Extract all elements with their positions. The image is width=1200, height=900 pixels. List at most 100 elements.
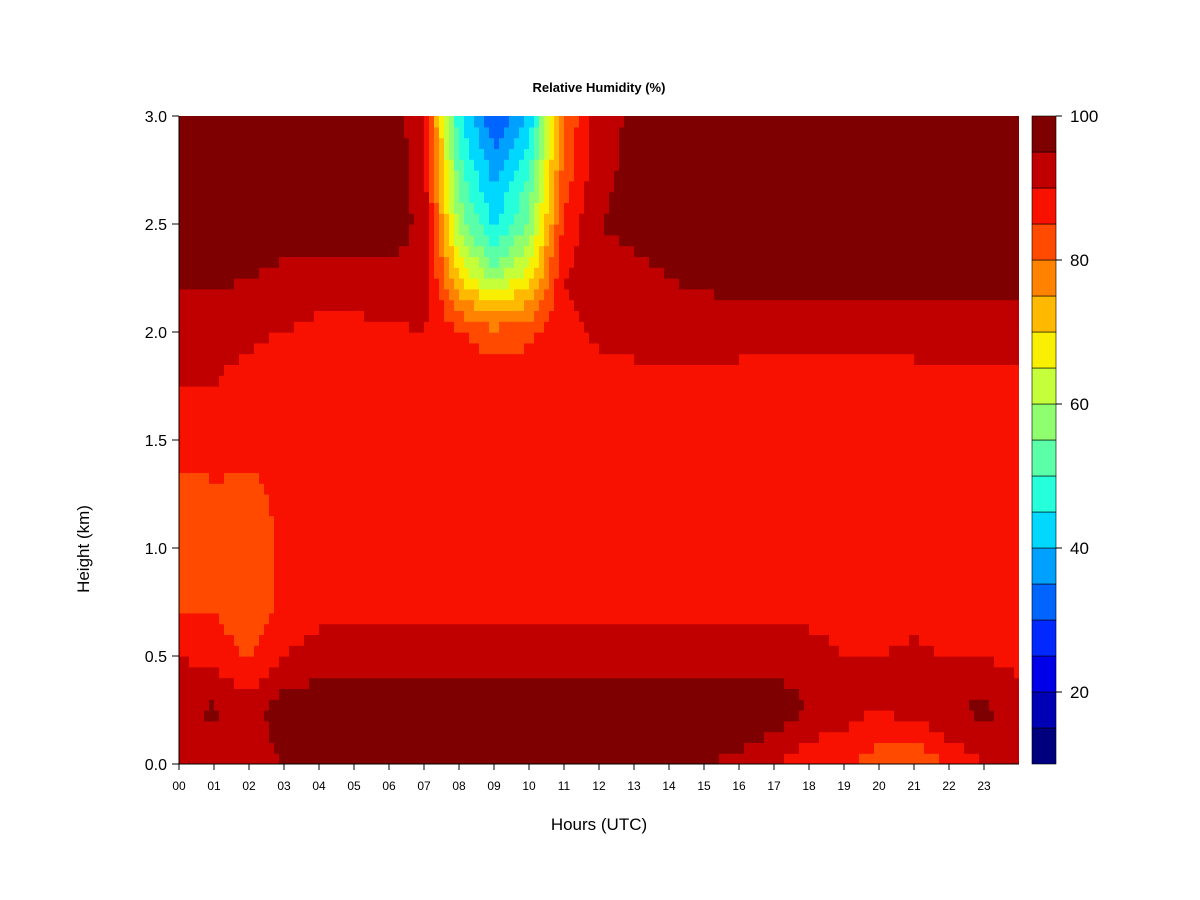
- heatmap-cell: [559, 483, 565, 495]
- heatmap-cell: [579, 515, 585, 527]
- heatmap-cell: [204, 429, 210, 441]
- heatmap-cell: [474, 450, 480, 463]
- heatmap-cell: [459, 472, 465, 484]
- heatmap-cell: [224, 310, 230, 322]
- heatmap-cell: [564, 159, 570, 171]
- heatmap-cell: [294, 321, 300, 333]
- heatmap-cell: [269, 450, 275, 463]
- heatmap-cell: [534, 645, 540, 657]
- heatmap-cell: [384, 602, 390, 614]
- heatmap-cell: [189, 224, 195, 236]
- heatmap-cell: [199, 494, 205, 506]
- heatmap-cell: [539, 602, 545, 614]
- heatmap-cell: [484, 580, 490, 592]
- heatmap-cell: [249, 159, 255, 171]
- heatmap-cell: [509, 396, 515, 409]
- heatmap-cell: [234, 191, 240, 203]
- heatmap-cell: [469, 245, 475, 257]
- heatmap-cell: [349, 666, 355, 679]
- heatmap-cell: [499, 321, 505, 333]
- heatmap-cell: [184, 623, 190, 635]
- heatmap-cell: [329, 429, 335, 441]
- heatmap-cell: [419, 656, 425, 668]
- heatmap-cell: [279, 461, 285, 473]
- heatmap-cell: [244, 450, 250, 463]
- heatmap-cell: [329, 699, 335, 711]
- heatmap-cell: [374, 321, 380, 333]
- heatmap-cell: [209, 602, 215, 614]
- heatmap-cell: [469, 580, 475, 592]
- heatmap-cell: [429, 191, 435, 203]
- heatmap-cell: [574, 710, 580, 722]
- heatmap-cell: [259, 288, 265, 301]
- heatmap-cell: [524, 699, 530, 711]
- heatmap-cell: [554, 159, 560, 171]
- heatmap-cell: [444, 548, 450, 560]
- heatmap-cell: [294, 634, 300, 646]
- heatmap-cell: [319, 137, 325, 149]
- heatmap-cell: [534, 256, 540, 268]
- heatmap-cell: [369, 623, 375, 635]
- heatmap-cell: [264, 137, 270, 149]
- heatmap-cell: [244, 299, 250, 311]
- heatmap-cell: [339, 602, 345, 614]
- heatmap-cell: [589, 461, 595, 473]
- heatmap-cell: [204, 170, 210, 182]
- heatmap-cell: [494, 234, 500, 247]
- heatmap-cell: [539, 753, 545, 764]
- heatmap-cell: [424, 321, 430, 333]
- heatmap-cell: [284, 202, 290, 214]
- heatmap-cell: [484, 666, 490, 679]
- heatmap-cell: [364, 472, 370, 484]
- heatmap-cell: [349, 342, 355, 355]
- heatmap-cell: [509, 612, 515, 625]
- heatmap-cell: [304, 321, 310, 333]
- heatmap-cell: [289, 699, 295, 711]
- heatmap-cell: [584, 580, 590, 592]
- heatmap-cell: [319, 548, 325, 560]
- heatmap-cell: [469, 677, 475, 689]
- heatmap-cell: [584, 407, 590, 419]
- heatmap-cell: [479, 656, 485, 668]
- heatmap-cell: [199, 321, 205, 333]
- heatmap-cell: [189, 267, 195, 279]
- heatmap-cell: [489, 353, 495, 365]
- heatmap-cell: [524, 515, 530, 527]
- heatmap-cell: [279, 364, 285, 376]
- heatmap-cell: [494, 731, 500, 743]
- heatmap-cell: [254, 278, 260, 290]
- heatmap-cell: [459, 580, 465, 592]
- heatmap-cell: [249, 612, 255, 625]
- heatmap-cell: [309, 645, 315, 657]
- heatmap-cell: [194, 612, 200, 625]
- heatmap-cell: [539, 299, 545, 311]
- heatmap-cell: [504, 364, 510, 376]
- heatmap-cell: [304, 731, 310, 743]
- heatmap-cell: [504, 202, 510, 214]
- heatmap-cell: [234, 180, 240, 193]
- heatmap-cell: [344, 688, 350, 700]
- heatmap-cell: [214, 256, 220, 268]
- heatmap-cell: [249, 364, 255, 376]
- heatmap-cell: [439, 429, 445, 441]
- heatmap-cell: [179, 170, 185, 182]
- heatmap-cell: [454, 137, 460, 149]
- heatmap-cell: [279, 515, 285, 527]
- heatmap-cell: [559, 677, 565, 689]
- heatmap-cell: [294, 461, 300, 473]
- heatmap-cell: [234, 623, 240, 635]
- heatmap-cell: [264, 548, 270, 560]
- heatmap-cell: [439, 202, 445, 214]
- heatmap-cell: [509, 450, 515, 463]
- heatmap-cell: [184, 245, 190, 257]
- heatmap-cell: [404, 353, 410, 365]
- heatmap-cell: [374, 386, 380, 398]
- heatmap-cell: [344, 720, 350, 733]
- heatmap-cell: [279, 699, 285, 711]
- heatmap-cell: [344, 310, 350, 322]
- heatmap-cell: [179, 440, 185, 452]
- heatmap-cell: [179, 602, 185, 614]
- heatmap-cell: [219, 537, 225, 549]
- heatmap-cell: [409, 245, 415, 257]
- heatmap-cell: [534, 731, 540, 743]
